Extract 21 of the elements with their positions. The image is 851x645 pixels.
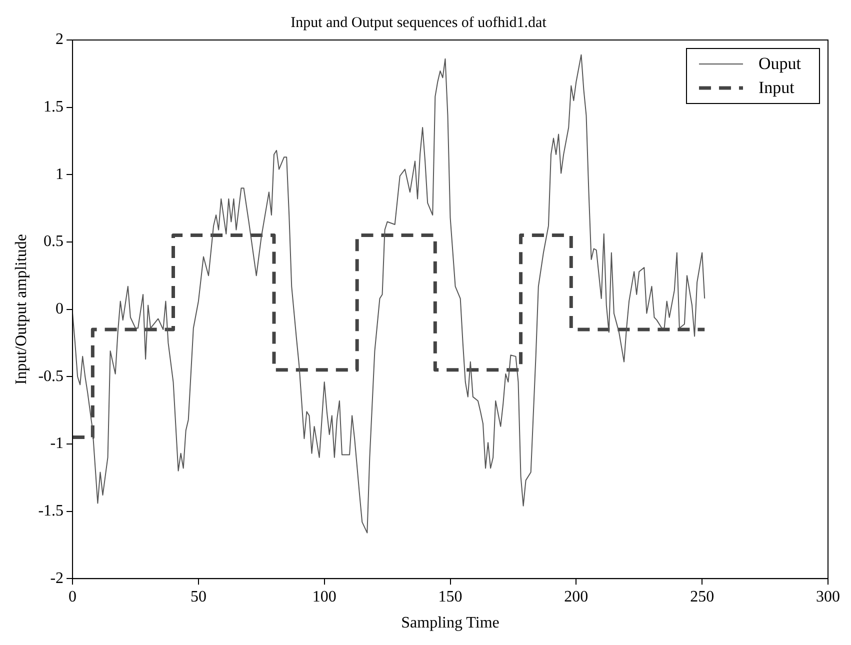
y-tick-label: -0.5 [38,368,64,385]
x-tick-label: 0 [68,588,77,606]
y-tick-label: -1 [50,435,64,452]
y-tick-label: 0 [56,300,64,318]
y-tick-label: -1.5 [38,502,64,520]
x-tick-label: 150 [438,588,462,606]
x-tick-label: 200 [564,588,588,606]
y-axis-title: Input/Output amplitude [12,234,30,385]
x-tick-label: 300 [816,588,840,606]
chart-title: Input and Output sequences of uofhid1.dat [290,14,548,31]
y-tick-label: 2 [56,31,64,48]
y-tick-label: 1 [56,166,64,183]
legend-label: Input [758,77,794,99]
y-tick-label: 0.5 [44,233,64,250]
x-axis-title: Sampling Time [401,614,500,632]
x-tick-label: 50 [190,588,206,606]
y-tick-label: -2 [50,570,64,587]
y-tick-label: 1.5 [44,98,64,116]
legend-label: Ouput [758,53,801,75]
x-tick-label: 250 [690,588,714,606]
x-tick-label: 100 [312,588,336,606]
